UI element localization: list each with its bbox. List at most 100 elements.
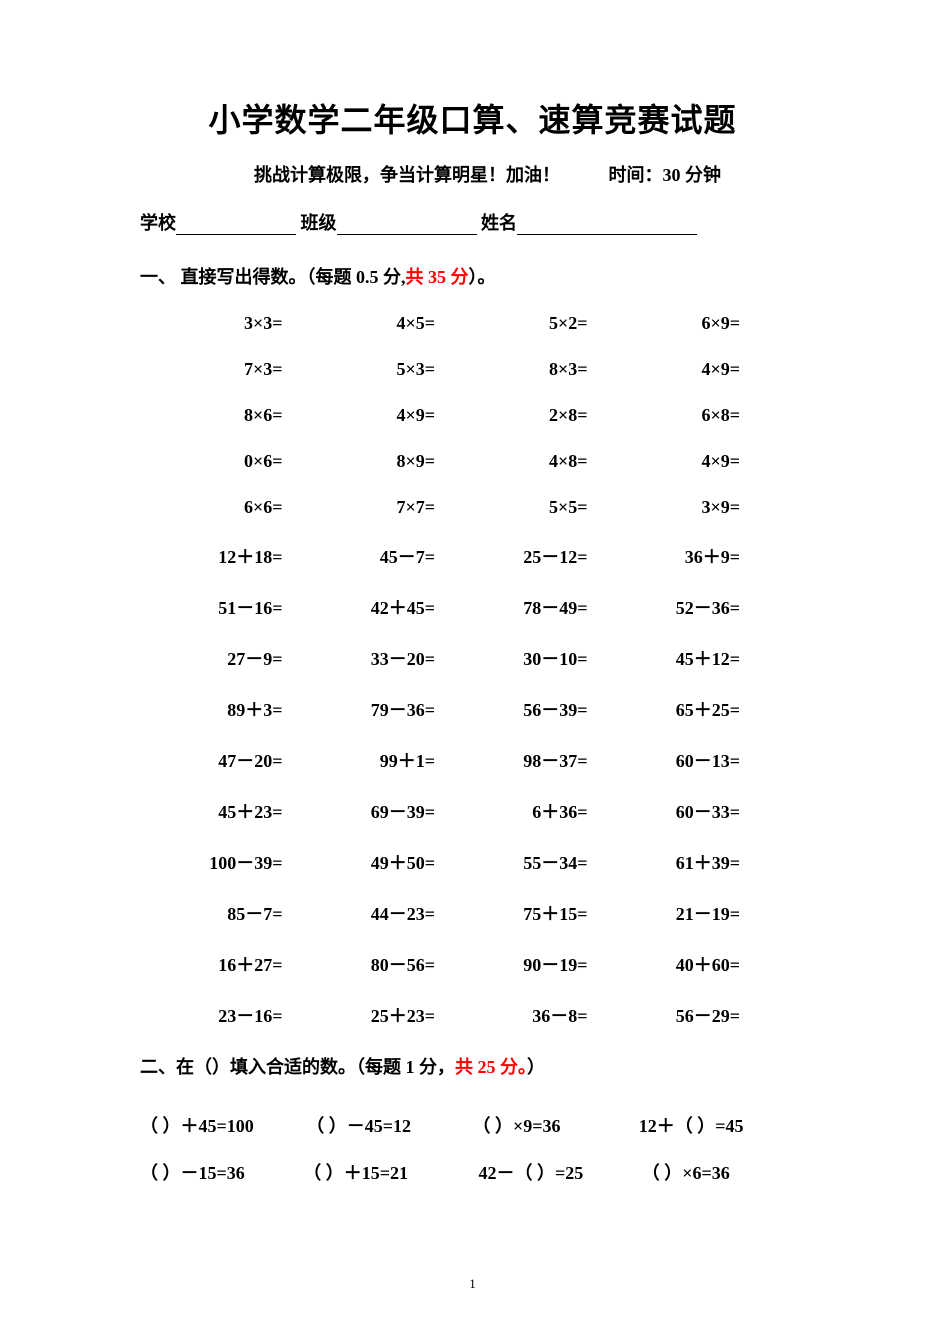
problem-row: 45＋23=69－39=6＋36=60－33= — [185, 798, 795, 824]
section2-problems: （ ）＋45=100（ ）－45=12（ ）×9=3612＋（ ）=45（ ）－… — [140, 1103, 805, 1197]
fill-blank-cell: 42－（ ）=25 — [467, 1150, 642, 1197]
problem-cell: 2×8= — [490, 405, 643, 426]
problem-cell: 8×9= — [338, 451, 491, 472]
problem-cell: 49＋50= — [338, 849, 491, 875]
student-info-fields: 学校 班级 姓名 — [140, 209, 805, 235]
fill-blank-cell: （ ）＋15=21 — [303, 1150, 466, 1197]
problem-cell: 23－16= — [185, 1002, 338, 1028]
problem-cell: 12＋18= — [185, 543, 338, 569]
problem-row: 16＋27=80－56=90－19=40＋60= — [185, 951, 795, 977]
problem-cell: 45＋12= — [643, 645, 796, 671]
problem-cell: 60－33= — [643, 798, 796, 824]
problem-cell: 85－7= — [185, 900, 338, 926]
section2-points-total: 共 25 分。 — [455, 1057, 527, 1077]
problem-cell: 45＋23= — [185, 798, 338, 824]
subtitle-row: 挑战计算极限，争当计算明星！加油！ 时间：30 分钟 — [140, 161, 805, 187]
problem-cell: 60－13= — [643, 747, 796, 773]
problem-cell: 45－7= — [338, 543, 491, 569]
fill-blank-cell: （ ）×9=36 — [473, 1103, 639, 1150]
time-label: 时间：30 分钟 — [609, 165, 722, 185]
problem-row: 89＋3=79－36=56－39=65＋25= — [185, 696, 795, 722]
problem-cell: 4×9= — [643, 359, 796, 380]
problem-cell: 6＋36= — [490, 798, 643, 824]
problem-row: 27－9=33－20=30－10=45＋12= — [185, 645, 795, 671]
page-container: 小学数学二年级口算、速算竞赛试题 挑战计算极限，争当计算明星！加油！ 时间：30… — [0, 0, 945, 1237]
problem-cell: 7×3= — [185, 359, 338, 380]
problem-cell: 47－20= — [185, 747, 338, 773]
fill-blank-cell: （ ）－45=12 — [306, 1103, 472, 1150]
problem-cell: 4×5= — [338, 313, 491, 334]
fill-blank-cell: （ ）×6=36 — [642, 1150, 805, 1197]
fill-blank-row: （ ）＋45=100（ ）－45=12（ ）×9=3612＋（ ）=45 — [140, 1103, 805, 1150]
problem-cell: 52－36= — [643, 594, 796, 620]
problem-cell: 69－39= — [338, 798, 491, 824]
problem-row: 3×3=4×5=5×2=6×9= — [185, 313, 795, 334]
section1-points-total: 共 35 分 — [406, 267, 469, 287]
problem-cell: 78－49= — [490, 594, 643, 620]
problem-cell: 42＋45= — [338, 594, 491, 620]
problem-cell: 65＋25= — [643, 696, 796, 722]
fill-blank-row: （ ）－15=36（ ）＋15=2142－（ ）=25（ ）×6=36 — [140, 1150, 805, 1197]
problem-cell: 8×6= — [185, 405, 338, 426]
problem-cell: 56－39= — [490, 696, 643, 722]
problem-cell: 3×3= — [185, 313, 338, 334]
problem-cell: 40＋60= — [643, 951, 796, 977]
field-school-label: 学校 — [140, 213, 176, 233]
problem-cell: 5×3= — [338, 359, 491, 380]
problem-row: 12＋18=45－7=25－12=36＋9= — [185, 543, 795, 569]
problem-cell: 36－8= — [490, 1002, 643, 1028]
problem-cell: 61＋39= — [643, 849, 796, 875]
problem-cell: 56－29= — [643, 1002, 796, 1028]
problem-row: 0×6=8×9=4×8=4×9= — [185, 451, 795, 472]
field-class-label: 班级 — [301, 213, 337, 233]
problem-cell: 33－20= — [338, 645, 491, 671]
problem-row: 51－16=42＋45=78－49=52－36= — [185, 594, 795, 620]
problem-cell: 6×6= — [185, 497, 338, 518]
problem-cell: 99＋1= — [338, 747, 491, 773]
problem-cell: 36＋9= — [643, 543, 796, 569]
problem-row: 6×6=7×7=5×5=3×9= — [185, 497, 795, 518]
problem-cell: 30－10= — [490, 645, 643, 671]
problem-cell: 98－37= — [490, 747, 643, 773]
problems-grid: 3×3=4×5=5×2=6×9=7×3=5×3=8×3=4×9=8×6=4×9=… — [140, 313, 805, 1028]
section1-heading: 一、 直接写出得数。（每题 0.5 分,共 35 分）。 — [140, 263, 805, 289]
section2-heading: 二、在（）填入合适的数。（每题 1 分，共 25 分。） — [140, 1053, 805, 1079]
problem-cell: 5×5= — [490, 497, 643, 518]
problem-row: 8×6=4×9=2×8=6×8= — [185, 405, 795, 426]
problem-cell: 25＋23= — [338, 1002, 491, 1028]
problem-cell: 16＋27= — [185, 951, 338, 977]
fill-blank-cell: （ ）－15=36 — [140, 1150, 303, 1197]
problem-cell: 55－34= — [490, 849, 643, 875]
field-class-blank[interactable] — [337, 234, 477, 235]
problem-row: 7×3=5×3=8×3=4×9= — [185, 359, 795, 380]
problem-cell: 90－19= — [490, 951, 643, 977]
problem-cell: 51－16= — [185, 594, 338, 620]
document-title: 小学数学二年级口算、速算竞赛试题 — [140, 95, 805, 141]
fill-blank-cell: 12＋（ ）=45 — [639, 1103, 805, 1150]
field-name-blank[interactable] — [517, 234, 697, 235]
problem-cell: 79－36= — [338, 696, 491, 722]
subtitle-text: 挑战计算极限，争当计算明星！加油！ — [254, 165, 560, 185]
field-school-blank[interactable] — [176, 234, 296, 235]
problem-row: 23－16=25＋23=36－8=56－29= — [185, 1002, 795, 1028]
problem-cell: 4×9= — [643, 451, 796, 472]
problem-cell: 6×9= — [643, 313, 796, 334]
problem-cell: 75＋15= — [490, 900, 643, 926]
problem-cell: 7×7= — [338, 497, 491, 518]
problem-cell: 6×8= — [643, 405, 796, 426]
problem-cell: 5×2= — [490, 313, 643, 334]
problem-row: 47－20=99＋1=98－37=60－13= — [185, 747, 795, 773]
field-name-label: 姓名 — [481, 213, 517, 233]
problem-cell: 4×9= — [338, 405, 491, 426]
problem-cell: 44－23= — [338, 900, 491, 926]
fill-blank-cell: （ ）＋45=100 — [140, 1103, 306, 1150]
problem-row: 85－7=44－23=75＋15=21－19= — [185, 900, 795, 926]
problem-row: 100－39=49＋50=55－34=61＋39= — [185, 849, 795, 875]
problem-cell: 4×8= — [490, 451, 643, 472]
page-number: 1 — [0, 1276, 945, 1292]
problem-cell: 21－19= — [643, 900, 796, 926]
problem-cell: 80－56= — [338, 951, 491, 977]
problem-cell: 89＋3= — [185, 696, 338, 722]
problem-cell: 27－9= — [185, 645, 338, 671]
problem-cell: 100－39= — [185, 849, 338, 875]
